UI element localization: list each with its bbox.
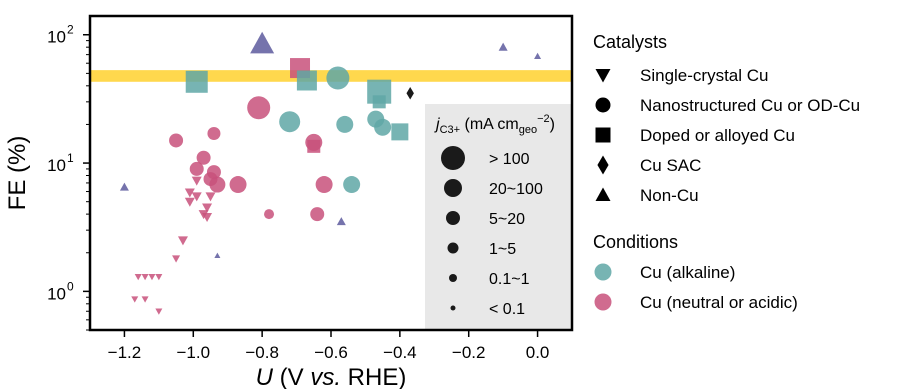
data-point-40: [202, 212, 213, 222]
x-tick-label: −1.2: [108, 343, 142, 362]
x-tick-label: −0.6: [314, 343, 348, 362]
y-axis-title: FE (%): [4, 136, 31, 211]
data-point-24: [196, 150, 211, 165]
size-legend-marker: [446, 211, 460, 225]
data-point-48: [141, 296, 149, 303]
legend-catalyst-label: Non-Cu: [640, 186, 699, 205]
size-legend-marker: [447, 242, 459, 254]
size-legend-marker: [449, 274, 457, 282]
data-point-6: [406, 86, 414, 100]
legend-catalyst-label: Doped or alloyed Cu: [640, 126, 795, 145]
legend-marker-triangle-down: [595, 69, 611, 83]
legend-conditions-title: Conditions: [593, 232, 678, 252]
y-tick-exponent: 1: [67, 151, 74, 165]
y-tick-label: 10: [47, 28, 66, 47]
data-point-43: [134, 273, 142, 281]
data-point-47: [131, 296, 139, 303]
legend-marker-square: [595, 127, 611, 143]
data-point-34: [184, 188, 195, 198]
y-tick-label: 10: [47, 284, 66, 303]
legend-condition-label: Cu (neutral or acidic): [640, 293, 798, 312]
legend: Catalysts Single-crystal Cu Nanostructured…: [593, 32, 860, 312]
size-legend-label: < 0.1: [489, 301, 525, 318]
size-legend-label: 20~100: [489, 181, 543, 198]
data-point-33: [191, 176, 202, 186]
data-point-22: [169, 133, 184, 148]
size-legend-marker: [450, 305, 456, 311]
data-point-14: [326, 66, 350, 90]
size-legend-label: 0.1~1: [489, 271, 530, 288]
data-point-5: [336, 217, 346, 226]
size-legend-label: > 100: [489, 151, 530, 168]
legend-condition-marker: [594, 263, 612, 281]
legend-catalyst-label: Cu SAC: [640, 156, 701, 175]
data-point-23: [207, 126, 221, 140]
data-point-32: [264, 209, 275, 220]
legend-marker-diamond: [597, 155, 609, 175]
plot-area: [90, 31, 572, 315]
data-point-3: [119, 182, 129, 191]
data-point-20: [247, 96, 271, 120]
data-point-28: [209, 176, 226, 193]
data-point-2: [534, 52, 542, 60]
data-point-7: [185, 70, 208, 93]
size-legend-title: jC3+ (mA cmgeo−2): [434, 113, 555, 136]
data-point-4: [214, 252, 221, 259]
data-point-25: [189, 161, 204, 176]
data-point-42: [172, 255, 181, 263]
data-point-30: [315, 176, 333, 194]
data-point-12: [391, 123, 409, 141]
data-point-46: [155, 273, 163, 281]
data-point-37: [205, 192, 216, 202]
legend-catalyst-label: Nanostructured Cu or OD-Cu: [640, 96, 860, 115]
size-legend: jC3+ (mA cmgeo−2) > 100 20~100 5~20 1~5 0.1~1…: [425, 104, 572, 330]
legend-condition-marker: [594, 293, 612, 311]
data-point-18: [374, 118, 392, 136]
data-point-31: [310, 207, 325, 222]
y-tick-exponent: 2: [67, 23, 74, 37]
data-point-49: [155, 308, 163, 315]
x-tick-label: −1.0: [177, 343, 211, 362]
data-point-29: [229, 176, 247, 194]
data-point-0: [250, 31, 275, 54]
x-tick-label: 0.0: [526, 343, 550, 362]
x-axis-title: U (V vs. RHE): [256, 364, 407, 389]
data-point-41: [177, 236, 188, 246]
x-tick-label: −0.8: [245, 343, 279, 362]
size-legend-marker: [441, 146, 465, 170]
data-point-35: [191, 192, 202, 202]
data-point-11: [372, 95, 386, 109]
legend-catalyst-label: Single-crystal Cu: [640, 66, 769, 85]
y-tick-exponent: 0: [67, 279, 74, 293]
data-point-36: [184, 197, 195, 207]
size-legend-label: 5~20: [489, 211, 525, 228]
data-point-1: [498, 42, 508, 51]
data-point-44: [141, 273, 149, 281]
data-point-19: [343, 176, 361, 194]
data-point-16: [336, 115, 354, 133]
size-legend-marker: [444, 179, 462, 197]
size-legend-label: 1~5: [489, 241, 516, 258]
legend-catalysts-title: Catalysts: [593, 32, 667, 52]
legend-marker-triangle-up: [595, 187, 611, 201]
data-point-9: [296, 70, 317, 91]
data-point-21: [305, 133, 323, 151]
data-point-38: [202, 203, 213, 213]
x-tick-label: −0.4: [383, 343, 417, 362]
x-tick-label: −0.2: [452, 343, 486, 362]
data-point-15: [279, 111, 301, 133]
y-tick-label: 10: [47, 156, 66, 175]
legend-marker-circle: [595, 97, 611, 113]
legend-condition-label: Cu (alkaline): [640, 263, 735, 282]
data-point-45: [148, 273, 156, 281]
